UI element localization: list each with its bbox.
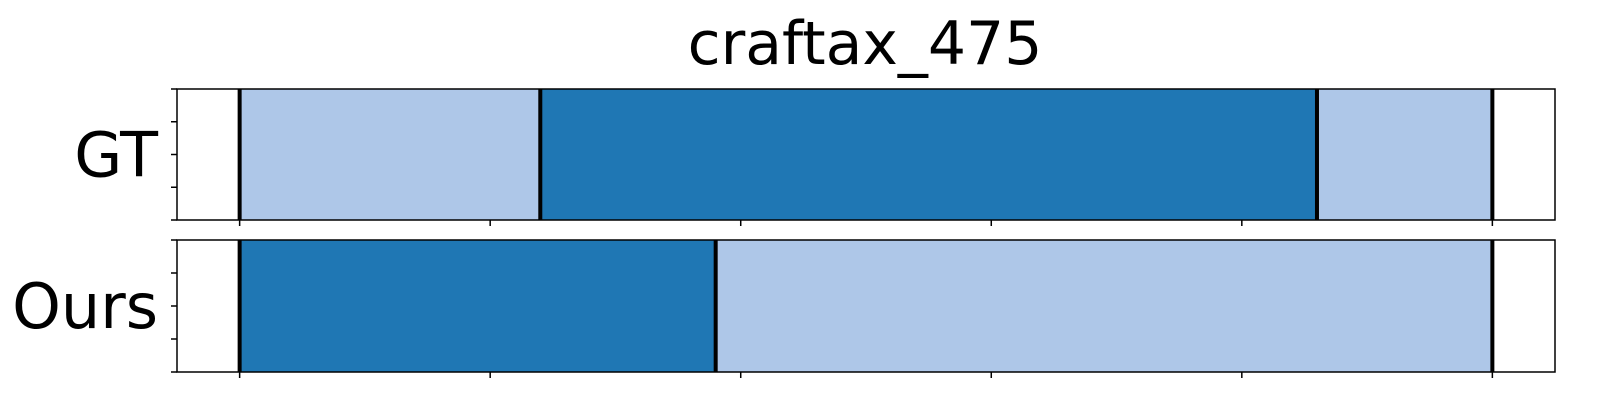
row-label-gt: GT	[74, 119, 159, 192]
segment-gt-1	[239, 89, 541, 220]
segment-gt-2	[540, 89, 1317, 220]
segment-gt-3	[1316, 89, 1493, 220]
chart-panels: GT Ours	[12, 88, 1556, 378]
row-label-ours: Ours	[12, 270, 158, 343]
chart-title: craftax_475	[688, 9, 1043, 79]
segment-ours-1	[239, 240, 716, 372]
segment-ours-2	[715, 240, 1493, 372]
